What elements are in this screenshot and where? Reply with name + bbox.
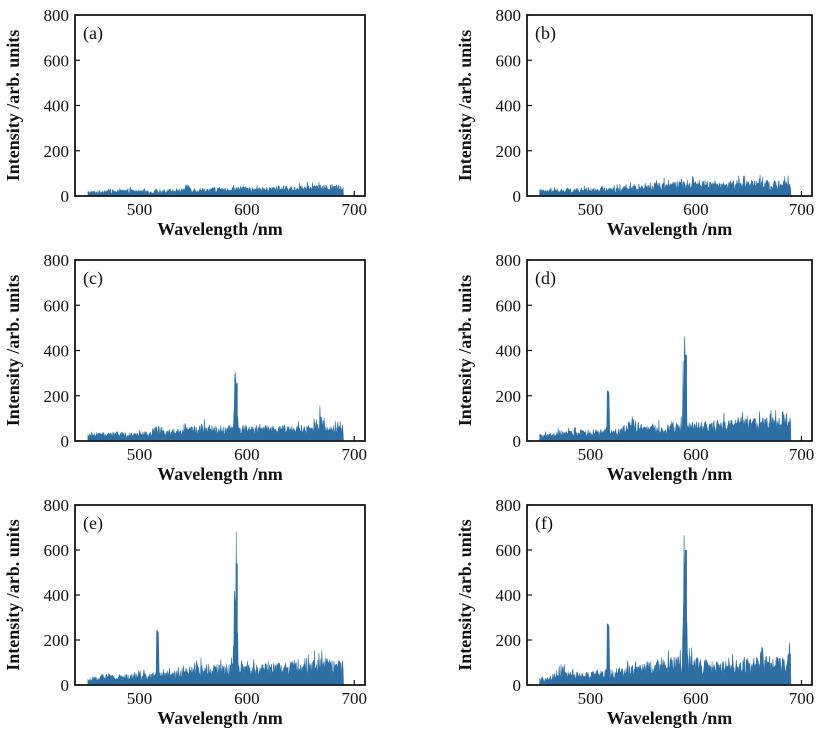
- y-tick-label: 400: [44, 342, 70, 361]
- x-tick-label: 500: [127, 445, 153, 464]
- plot-frame-overlay: [526, 504, 813, 686]
- x-tick-label: 500: [127, 689, 153, 708]
- spectrum-area: [87, 531, 344, 686]
- emission-peak-secondary: [235, 563, 238, 685]
- y-tick-label: 600: [496, 51, 522, 70]
- y-tick-label: 200: [496, 142, 522, 161]
- plot-frame-overlay: [74, 14, 366, 197]
- y-tick-label: 0: [513, 432, 522, 451]
- plot-frame: [526, 259, 813, 442]
- y-tick-label: 400: [496, 342, 522, 361]
- y-axis-title: Intensity /arb. units: [455, 30, 475, 182]
- y-tick-label: 0: [513, 676, 522, 695]
- y-tick-label: 400: [44, 586, 70, 605]
- spectrum-area: [539, 535, 792, 686]
- y-axis-title: Intensity /arb. units: [3, 30, 23, 182]
- chart-panel: 0 200 400 600 800 500 600 700 Wavelength /nm Inte…: [3, 6, 367, 239]
- x-tick-label: 600: [683, 689, 709, 708]
- plot-frame: [74, 259, 366, 442]
- y-tick-label: 200: [496, 631, 522, 650]
- x-tick-label: 600: [234, 445, 260, 464]
- chart-panel: 0 200 400 600 800 500 600 700 Wavelength /nm Inte…: [455, 251, 814, 484]
- plot-frame-overlay: [74, 504, 366, 686]
- plot-frame-overlay: [526, 14, 813, 197]
- x-tick-label: 600: [234, 689, 260, 708]
- y-tick-label: 600: [496, 541, 522, 560]
- spectrum-area: [539, 336, 792, 442]
- emission-peak-secondary: [684, 550, 687, 685]
- emission-peak: [606, 623, 611, 686]
- y-tick-label: 800: [44, 6, 70, 25]
- x-tick-label: 500: [578, 689, 604, 708]
- x-tick-label: 700: [342, 689, 368, 708]
- y-tick-label: 200: [44, 387, 70, 406]
- chart-panel: 0 200 400 600 800 500 600 700 Wavelength /nm Inte…: [455, 496, 814, 728]
- plot-frame: [74, 14, 366, 197]
- emission-peak-secondary: [235, 383, 238, 441]
- x-axis-title: Wavelength /nm: [607, 708, 733, 728]
- y-axis-title: Intensity /arb. units: [455, 519, 475, 671]
- chart-panel: 0 200 400 600 800 500 600 700 Wavelength /nm Inte…: [3, 496, 367, 728]
- x-axis-title: Wavelength /nm: [157, 219, 283, 239]
- y-tick-label: 400: [496, 586, 522, 605]
- y-tick-label: 200: [44, 142, 70, 161]
- y-tick-label: 800: [44, 251, 70, 270]
- x-axis-title: Wavelength /nm: [157, 708, 283, 728]
- panel-label: (e): [83, 513, 103, 534]
- x-tick-label: 700: [789, 200, 815, 219]
- x-tick-label: 700: [789, 689, 815, 708]
- x-tick-label: 600: [234, 200, 260, 219]
- y-tick-label: 200: [496, 387, 522, 406]
- x-axis-title: Wavelength /nm: [607, 464, 733, 484]
- y-tick-label: 800: [44, 496, 70, 515]
- y-tick-label: 600: [44, 296, 70, 315]
- y-tick-label: 600: [496, 296, 522, 315]
- y-tick-label: 0: [61, 432, 70, 451]
- x-tick-label: 600: [683, 445, 709, 464]
- y-tick-label: 600: [44, 51, 70, 70]
- spectrum-area: [87, 181, 344, 197]
- y-tick-label: 0: [61, 187, 70, 206]
- x-tick-label: 700: [789, 445, 815, 464]
- y-tick-label: 200: [44, 631, 70, 650]
- chart-panel: 0 200 400 600 800 500 600 700 Wavelength /nm Inte…: [3, 251, 367, 484]
- x-tick-label: 600: [683, 200, 709, 219]
- y-tick-label: 0: [513, 187, 522, 206]
- panel-label: (d): [535, 268, 556, 289]
- y-tick-label: 400: [496, 97, 522, 116]
- panel-label: (c): [83, 268, 103, 289]
- emission-peak: [155, 630, 160, 686]
- x-tick-label: 500: [127, 200, 153, 219]
- emission-peak-secondary: [684, 355, 687, 441]
- y-tick-label: 800: [496, 496, 522, 515]
- y-tick-label: 400: [44, 97, 70, 116]
- x-tick-label: 700: [342, 445, 368, 464]
- chart-panel: 0 200 400 600 800 500 600 700 Wavelength /nm Inte…: [455, 6, 814, 239]
- x-tick-label: 500: [578, 445, 604, 464]
- spectrum-area: [539, 174, 792, 197]
- x-axis-title: Wavelength /nm: [157, 464, 283, 484]
- panel-label: (a): [83, 23, 103, 44]
- x-axis-title: Wavelength /nm: [607, 219, 733, 239]
- y-axis-title: Intensity /arb. units: [3, 519, 23, 671]
- emission-peak: [606, 390, 611, 442]
- y-tick-label: 600: [44, 541, 70, 560]
- y-axis-title: Intensity /arb. units: [3, 275, 23, 427]
- y-tick-label: 800: [496, 6, 522, 25]
- y-tick-label: 800: [496, 251, 522, 270]
- plot-frame-overlay: [74, 259, 366, 442]
- panel-label: (f): [535, 513, 553, 534]
- spectrum-area: [87, 372, 344, 442]
- plot-frame: [526, 14, 813, 197]
- plot-frame-overlay: [526, 259, 813, 442]
- x-tick-label: 500: [578, 200, 604, 219]
- x-tick-label: 700: [342, 200, 368, 219]
- y-axis-title: Intensity /arb. units: [455, 275, 475, 427]
- y-tick-label: 0: [61, 676, 70, 695]
- panel-label: (b): [535, 23, 556, 44]
